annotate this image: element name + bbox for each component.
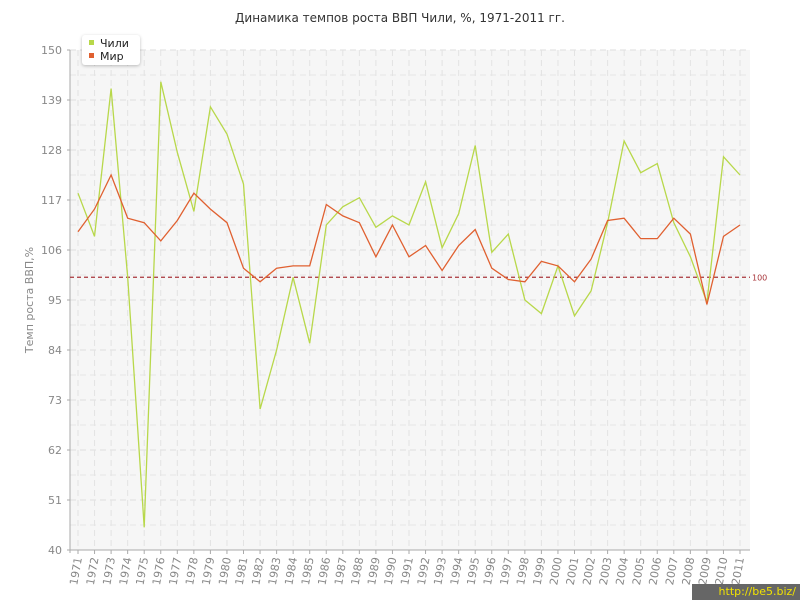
legend-item-chile[interactable]: Чили xyxy=(89,37,129,50)
x-tick-label: 2010 xyxy=(713,556,731,586)
series-lines xyxy=(77,81,741,528)
legend-swatch-chile xyxy=(89,40,94,45)
y-tick-label: 62 xyxy=(48,444,62,457)
y-axis-label: Темп роста ВВП,% xyxy=(23,247,36,354)
x-tick-label: 1986 xyxy=(316,556,334,586)
reference-line: 100 xyxy=(70,273,767,282)
x-tick-label: 2009 xyxy=(696,556,714,586)
y-tick-label: 117 xyxy=(41,194,62,207)
y-tick-labels: 40 51 62 73 84 95 106 117 128 139 150 xyxy=(41,44,62,557)
x-tick-label: 1999 xyxy=(531,556,549,586)
x-tick-label: 2002 xyxy=(580,556,598,586)
chart-title: Динамика темпов роста ВВП Чили, %, 1971-… xyxy=(235,11,565,25)
x-tick-label: 2000 xyxy=(547,556,565,586)
y-tick-label: 51 xyxy=(48,494,62,507)
x-tick-label: 2008 xyxy=(680,556,698,586)
x-tick-label: 1998 xyxy=(514,556,532,586)
x-tick-label: 1988 xyxy=(349,556,367,586)
x-tick-label: 1983 xyxy=(266,556,284,586)
x-tick-label: 2005 xyxy=(630,556,648,586)
x-tick-label: 1979 xyxy=(200,556,218,586)
x-tick-label: 1991 xyxy=(398,556,416,586)
x-tick-label: 1995 xyxy=(464,556,482,586)
x-tick-label: 1993 xyxy=(431,556,449,586)
reference-line-label: 100 xyxy=(752,273,767,282)
x-tick-label: 1996 xyxy=(481,556,499,586)
y-tick-label: 150 xyxy=(41,44,62,57)
y-tick-label: 73 xyxy=(48,394,62,407)
x-tick-label: 1978 xyxy=(183,556,201,586)
x-tick-label: 1971 xyxy=(67,556,85,586)
x-tick-label: 2003 xyxy=(597,556,615,586)
axes xyxy=(67,49,750,554)
grid-lines xyxy=(70,49,750,550)
y-tick-label: 40 xyxy=(48,544,62,557)
x-tick-label: 1982 xyxy=(249,556,267,586)
legend-label-world: Мир xyxy=(100,50,124,63)
y-tick-label: 128 xyxy=(41,144,62,157)
x-tick-label: 1980 xyxy=(216,556,234,586)
x-tick-label: 1972 xyxy=(84,556,102,586)
y-tick-label: 84 xyxy=(48,344,62,357)
legend-item-world[interactable]: Мир xyxy=(89,50,124,63)
x-tick-label: 1987 xyxy=(332,556,350,586)
x-tick-label: 1994 xyxy=(448,556,466,586)
watermark[interactable]: http://be5.biz/ xyxy=(692,584,800,600)
x-tick-label: 2001 xyxy=(564,556,582,586)
legend-label-chile: Чили xyxy=(100,37,129,50)
x-tick-label: 1990 xyxy=(382,556,400,586)
x-tick-label: 2007 xyxy=(663,556,681,586)
y-tick-label: 95 xyxy=(48,294,62,307)
legend-swatch-world xyxy=(89,53,94,58)
legend: Чили Мир xyxy=(82,35,140,65)
x-tick-label: 1974 xyxy=(117,556,135,586)
x-tick-label: 1975 xyxy=(133,556,151,586)
x-tick-label: 1992 xyxy=(415,556,433,586)
x-tick-label: 1981 xyxy=(233,556,251,586)
x-tick-label: 2011 xyxy=(729,556,747,586)
x-tick-label: 1984 xyxy=(282,556,300,586)
x-tick-label: 1976 xyxy=(150,556,168,586)
x-tick-label: 1985 xyxy=(299,556,317,586)
x-tick-label: 1997 xyxy=(498,556,516,586)
x-tick-label: 2006 xyxy=(647,556,665,586)
x-tick-label: 2004 xyxy=(613,556,631,586)
x-tick-label: 1989 xyxy=(365,556,383,586)
x-tick-labels: 1971197219731974197519761977197819791980… xyxy=(67,556,747,586)
y-tick-label: 139 xyxy=(41,94,62,107)
y-tick-label: 106 xyxy=(41,244,62,257)
x-tick-label: 1973 xyxy=(100,556,118,586)
x-tick-label: 1977 xyxy=(167,556,185,586)
series-line-world xyxy=(77,173,741,305)
